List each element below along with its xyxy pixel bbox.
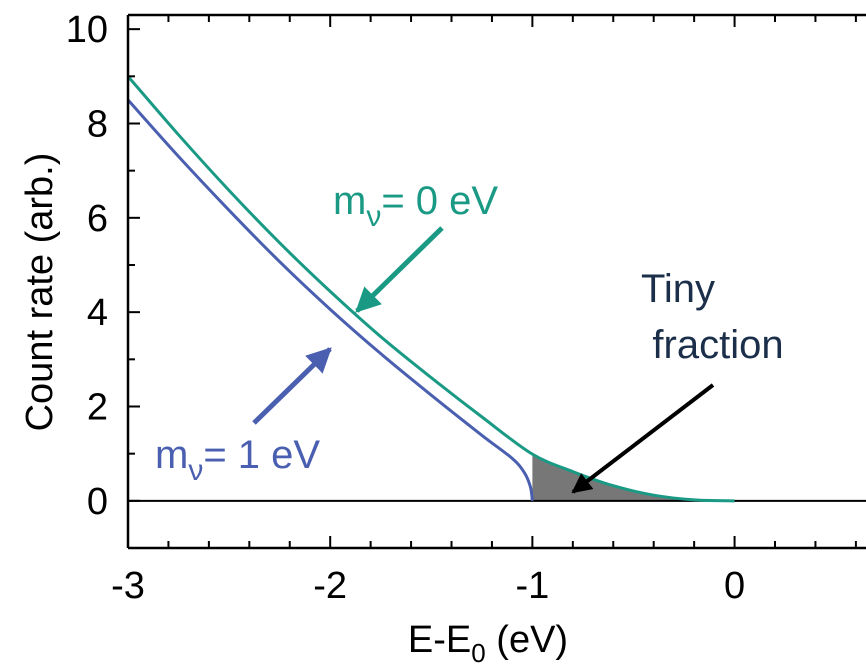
- y-tick-label: 6: [87, 198, 108, 240]
- x-axis-title-main: E-E: [408, 619, 471, 661]
- x-axis-title: E-E0 (eV): [408, 619, 568, 668]
- arrow-tiny: [571, 383, 715, 494]
- annotation-m0-prefix: m: [333, 179, 366, 223]
- annotation-m1-sub: ν: [188, 454, 203, 487]
- y-ticks: 0 2 4 6 8 10: [66, 9, 140, 549]
- series-line-m0: [126, 75, 735, 503]
- annotation-tiny-line2: fraction: [652, 323, 783, 367]
- x-tick-label: -3: [111, 565, 145, 607]
- annotation-m1-suffix: = 1 eV: [203, 433, 320, 477]
- arrow-m1: [252, 347, 332, 425]
- x-ticks: -3 -2 -1 0: [111, 15, 857, 607]
- tiny-fraction-shaded-region: [532, 454, 735, 501]
- annotation-m0: mν= 0 eV: [333, 179, 498, 233]
- annotation-m0-sub: ν: [366, 200, 381, 233]
- y-tick-label: 10: [66, 9, 108, 51]
- x-tick-label: 0: [724, 565, 745, 607]
- annotation-m1-prefix: m: [155, 433, 188, 477]
- x-axis-title-sub: 0: [471, 638, 485, 668]
- x-tick-label: -2: [313, 565, 347, 607]
- x-axis-title-unit: (eV): [486, 619, 568, 661]
- annotation-tiny-line1: Tiny: [641, 267, 715, 311]
- axes: -3 -2 -1 0 0 2 4 6 8 10: [66, 9, 866, 607]
- annotation-m1: mν= 1 eV: [155, 433, 320, 487]
- arrow-m0: [355, 226, 444, 313]
- series-line-m1: [126, 98, 534, 502]
- y-axis-title: Count rate (arb.): [19, 153, 61, 432]
- x-tick-label: -1: [515, 565, 549, 607]
- y-tick-label: 2: [87, 386, 108, 428]
- y-tick-label: 4: [87, 292, 108, 334]
- y-tick-label: 8: [87, 103, 108, 145]
- annotation-m0-suffix: = 0 eV: [381, 179, 498, 223]
- y-tick-label: 0: [87, 481, 108, 523]
